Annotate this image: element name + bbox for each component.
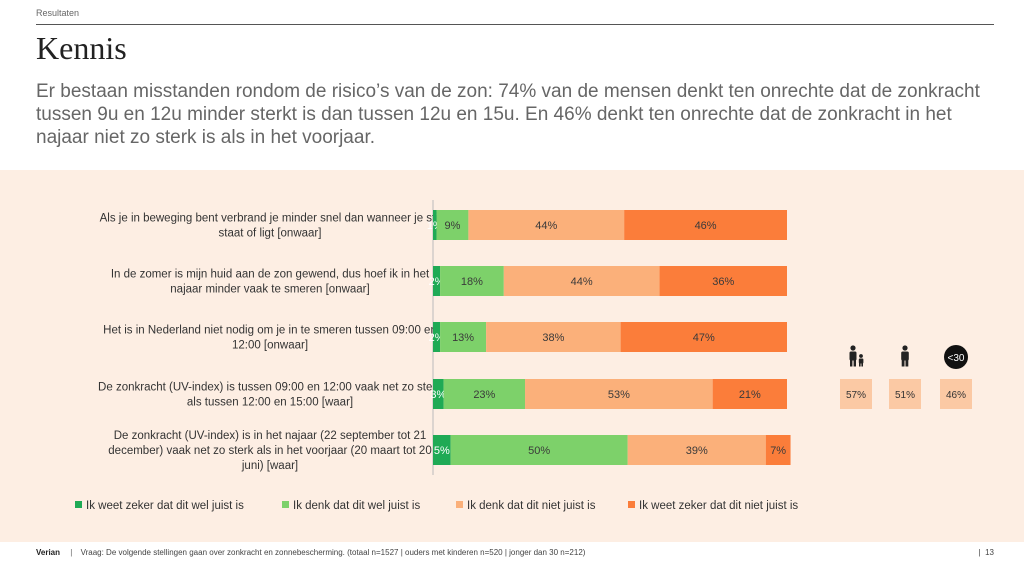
data-label: 9% bbox=[445, 220, 461, 232]
parent-child-icon bbox=[850, 360, 853, 367]
legend-swatch bbox=[282, 501, 289, 508]
subgroup-value-label: 51% bbox=[895, 390, 915, 401]
person-icon bbox=[905, 360, 909, 367]
footer-note: Vraag: De volgende stellingen gaan over … bbox=[80, 548, 586, 557]
section-label: Resultaten bbox=[36, 8, 80, 18]
page-number: | 13 bbox=[979, 548, 994, 557]
subgroup-value-box bbox=[940, 379, 972, 409]
data-label: 44% bbox=[535, 220, 557, 232]
bar-segment bbox=[468, 210, 625, 240]
data-label: 7% bbox=[770, 445, 786, 457]
data-label: 21% bbox=[739, 389, 761, 401]
data-label: 18% bbox=[461, 276, 483, 288]
page-number-separator: | bbox=[978, 548, 986, 557]
legend-label: Ik weet zeker dat dit wel juist is bbox=[86, 500, 244, 512]
data-label: 44% bbox=[571, 276, 593, 288]
person-icon bbox=[902, 345, 908, 351]
page-number-value: 13 bbox=[985, 548, 994, 557]
bar-segment bbox=[712, 379, 787, 409]
subgroup-value-box bbox=[889, 379, 921, 409]
category-label: Het is in Nederland niet nodig om je in … bbox=[103, 325, 437, 337]
brand-name: Verian bbox=[36, 548, 61, 557]
bar-segment bbox=[433, 435, 451, 465]
parent-child-icon bbox=[861, 363, 863, 367]
person-icon bbox=[901, 360, 905, 367]
legend-swatch bbox=[456, 501, 463, 508]
bar-segment bbox=[440, 322, 487, 352]
data-label: 39% bbox=[686, 445, 708, 457]
legend-label: Ik weet zeker dat dit niet juist is bbox=[639, 500, 798, 512]
bar-segment bbox=[433, 322, 441, 352]
bar-segment bbox=[443, 379, 526, 409]
footer: Verian | Vraag: De volgende stellingen g… bbox=[36, 548, 585, 557]
data-label: 5% bbox=[434, 445, 450, 457]
parent-child-icon bbox=[859, 363, 861, 367]
data-label: 46% bbox=[695, 220, 717, 232]
legend-label: Ik denk dat dit niet juist is bbox=[467, 500, 596, 512]
bar-segment bbox=[486, 322, 621, 352]
data-label: 3% bbox=[430, 389, 446, 401]
parent-child-icon bbox=[849, 351, 857, 361]
bar-segment bbox=[624, 210, 787, 240]
under-30-badge-text: <30 bbox=[948, 353, 965, 364]
bar-segment bbox=[450, 435, 628, 465]
subgroup-value-box bbox=[840, 379, 872, 409]
category-label: In de zomer is mijn huid aan de zon gewe… bbox=[111, 269, 430, 281]
bar-segment bbox=[659, 266, 787, 296]
parent-child-icon bbox=[850, 345, 856, 351]
bar-segment bbox=[620, 322, 787, 352]
bar-segment bbox=[503, 266, 660, 296]
data-label: 23% bbox=[473, 389, 495, 401]
person-icon bbox=[901, 351, 909, 361]
legend-swatch bbox=[628, 501, 635, 508]
category-label: staat of ligt [onwaar] bbox=[219, 228, 322, 240]
category-label: als tussen 12:00 en 15:00 [waar] bbox=[187, 397, 353, 409]
subgroup-value-label: 57% bbox=[846, 390, 866, 401]
category-label: De zonkracht (UV-index) is tussen 09:00 … bbox=[98, 382, 442, 394]
bar-segment bbox=[765, 435, 791, 465]
category-label: Als je in beweging bent verbrand je mind… bbox=[100, 213, 441, 225]
data-label: 53% bbox=[608, 389, 630, 401]
parent-child-icon bbox=[858, 358, 864, 364]
parent-child-icon bbox=[859, 354, 863, 358]
subgroup-value-label: 46% bbox=[946, 390, 966, 401]
category-label: najaar minder vaak te smeren [onwaar] bbox=[170, 284, 369, 296]
legend-swatch bbox=[75, 501, 82, 508]
category-label: juni) [waar] bbox=[241, 460, 298, 472]
parent-child-icon bbox=[853, 360, 856, 367]
under-30-badge bbox=[944, 345, 968, 369]
category-label: De zonkracht (UV-index) is in het najaar… bbox=[114, 430, 427, 442]
page-subtitle: Er bestaan misstanden rondom de risico’s… bbox=[36, 81, 980, 148]
data-label: 38% bbox=[542, 332, 564, 344]
data-label: 47% bbox=[693, 332, 715, 344]
data-label: 13% bbox=[452, 332, 474, 344]
bar-segment bbox=[627, 435, 766, 465]
category-label: 12:00 [onwaar] bbox=[232, 340, 308, 352]
bar-segment bbox=[433, 210, 437, 240]
header-divider bbox=[36, 24, 994, 25]
footer-separator: | bbox=[70, 548, 73, 557]
bar-segment bbox=[440, 266, 504, 296]
bar-segment bbox=[433, 379, 444, 409]
category-label: december) vaak net zo sterk als in het v… bbox=[108, 445, 431, 457]
page-title: Kennis bbox=[36, 30, 127, 66]
bar-segment bbox=[436, 210, 469, 240]
bar-segment bbox=[525, 379, 713, 409]
bar-segment bbox=[433, 266, 441, 296]
legend-label: Ik denk dat dit wel juist is bbox=[293, 500, 420, 512]
data-label: 50% bbox=[528, 445, 550, 457]
data-label: 36% bbox=[712, 276, 734, 288]
